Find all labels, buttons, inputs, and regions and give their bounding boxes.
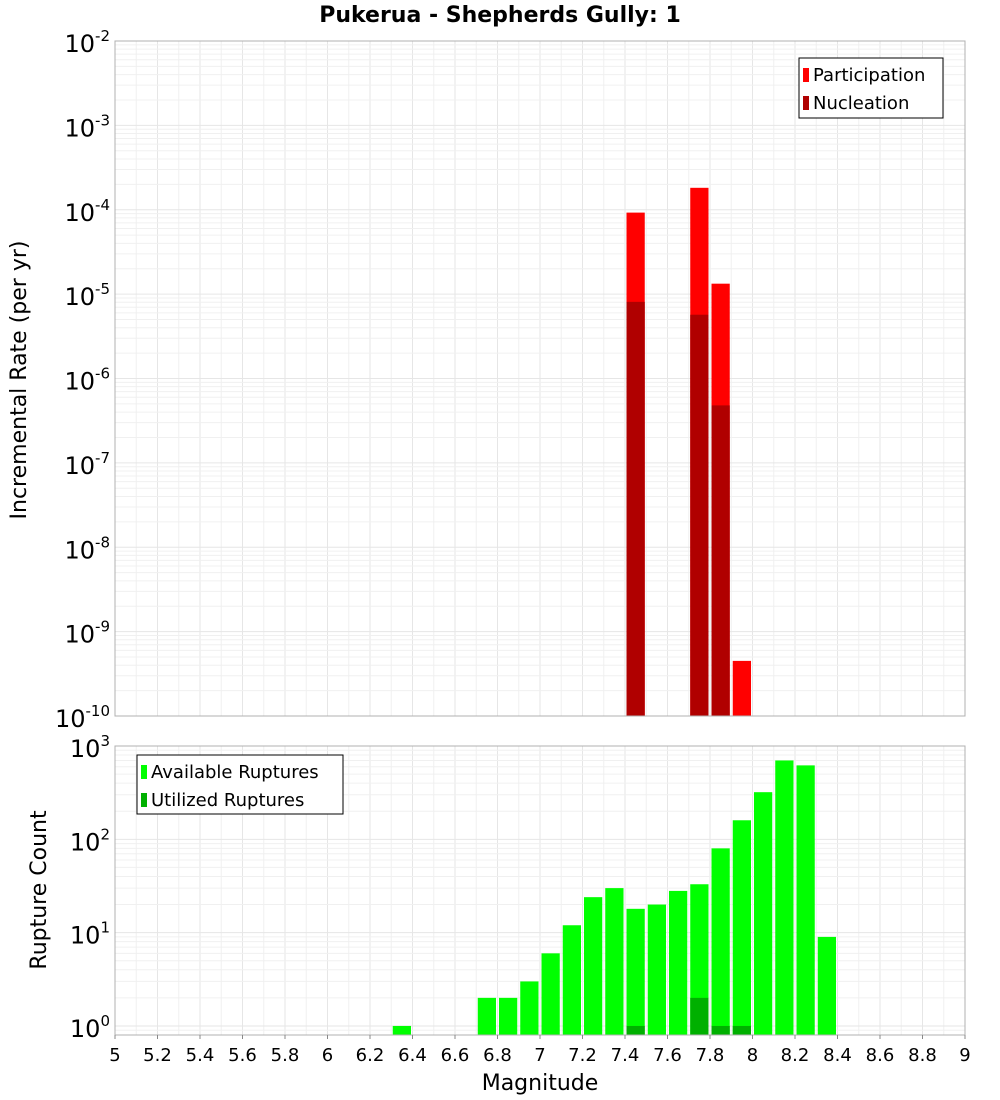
y-tick-label: 10-5 xyxy=(64,280,110,311)
x-tick-label: 6 xyxy=(322,1045,333,1066)
legend-swatch-participation xyxy=(803,68,809,82)
count-legend: Available Ruptures Utilized Ruptures xyxy=(136,754,344,815)
count-bar-available-ruptures xyxy=(754,792,773,1035)
x-tick-label: 8.8 xyxy=(908,1045,937,1066)
y-tick-label: 100 xyxy=(70,1012,110,1043)
x-tick-label: 9 xyxy=(959,1045,970,1066)
y-tick-label: 10-4 xyxy=(64,196,110,227)
count-bar-available-ruptures xyxy=(647,904,666,1035)
count-bar-available-ruptures xyxy=(499,997,518,1035)
x-tick-label: 7.2 xyxy=(568,1045,597,1066)
y-tick-label: 101 xyxy=(70,919,110,950)
legend-label-participation: Participation xyxy=(813,65,925,86)
rate-bar-nucleation xyxy=(626,301,645,716)
x-axis-label: Magnitude xyxy=(482,1071,599,1096)
rate-bar-nucleation xyxy=(711,405,730,716)
count-bar-available-ruptures xyxy=(796,765,815,1035)
legend-box xyxy=(798,57,944,119)
legend-swatch-utilized-ruptures xyxy=(141,793,147,807)
count-bar-available-ruptures xyxy=(541,953,560,1035)
x-tick-label: 8.2 xyxy=(781,1045,810,1066)
x-tick-label: 5 xyxy=(109,1045,120,1066)
legend-label-available-ruptures: Available Ruptures xyxy=(151,762,319,783)
x-tick-label: 6.2 xyxy=(356,1045,385,1066)
legend-label-nucleation: Nucleation xyxy=(813,93,909,114)
x-tick-label: 5.4 xyxy=(186,1045,215,1066)
x-tick-label: 6.4 xyxy=(398,1045,427,1066)
x-tick-label: 7.8 xyxy=(696,1045,725,1066)
count-bar-utilized-ruptures xyxy=(690,997,709,1035)
count-bar-available-ruptures xyxy=(477,997,496,1035)
x-tick-label: 5.6 xyxy=(228,1045,257,1066)
x-tick-label: 7.4 xyxy=(611,1045,640,1066)
x-tick-label: 5.8 xyxy=(271,1045,300,1066)
x-tick-label: 8 xyxy=(747,1045,758,1066)
rate-bar-nucleation xyxy=(690,314,709,716)
legend-swatch-available-ruptures xyxy=(141,765,147,779)
top-y-axis-label: Incremental Rate (per yr) xyxy=(7,241,32,520)
count-bar-available-ruptures xyxy=(732,820,751,1035)
y-tick-label: 10-7 xyxy=(64,449,110,480)
count-bar-available-ruptures xyxy=(711,848,730,1035)
count-bar-available-ruptures xyxy=(520,981,539,1035)
y-tick-label: 10-2 xyxy=(64,27,110,58)
x-tick-label: 6.6 xyxy=(441,1045,470,1066)
x-tick-label: 6.8 xyxy=(483,1045,512,1066)
count-bar-available-ruptures xyxy=(817,936,836,1035)
count-bar-available-ruptures xyxy=(690,884,709,1035)
count-bar-available-ruptures xyxy=(626,908,645,1035)
y-tick-label: 10-8 xyxy=(64,533,110,564)
bottom-y-axis-label: Rupture Count xyxy=(27,810,52,970)
rate-legend: Participation Nucleation xyxy=(798,57,944,119)
count-bar-available-ruptures xyxy=(392,1025,411,1035)
count-bar-available-ruptures xyxy=(584,897,603,1035)
y-tick-label: 102 xyxy=(70,825,110,856)
count-bar-available-ruptures xyxy=(605,888,624,1035)
count-bar-utilized-ruptures xyxy=(711,1025,730,1035)
legend-swatch-nucleation xyxy=(803,96,809,110)
y-tick-label: 103 xyxy=(70,732,110,763)
count-bar-utilized-ruptures xyxy=(626,1025,645,1035)
x-tick-label: 8.6 xyxy=(866,1045,895,1066)
count-bar-available-ruptures xyxy=(669,890,688,1035)
legend-label-utilized-ruptures: Utilized Ruptures xyxy=(151,790,304,811)
rate-bar-participation xyxy=(732,660,751,716)
x-tick-label: 8.4 xyxy=(823,1045,852,1066)
x-tick-label: 7.6 xyxy=(653,1045,682,1066)
y-tick-label: 10-3 xyxy=(64,111,110,142)
count-bar-available-ruptures xyxy=(562,925,581,1035)
x-tick-label: 7 xyxy=(534,1045,545,1066)
legend-box xyxy=(136,754,344,815)
x-tick-label: 5.2 xyxy=(143,1045,172,1066)
count-bar-utilized-ruptures xyxy=(732,1025,751,1035)
y-tick-label: 10-9 xyxy=(64,618,110,649)
y-tick-label: 10-10 xyxy=(55,702,110,733)
chart-title: Pukerua - Shepherds Gully: 1 xyxy=(319,3,681,28)
count-bar-available-ruptures xyxy=(775,760,794,1035)
plot-border xyxy=(114,40,966,717)
participation-panel: 10-2 10-3 10-4 10-5 10-6 10-7 10-8 10-9 10-10 Par… xyxy=(55,27,966,733)
y-tick-label: 10-6 xyxy=(64,365,110,396)
